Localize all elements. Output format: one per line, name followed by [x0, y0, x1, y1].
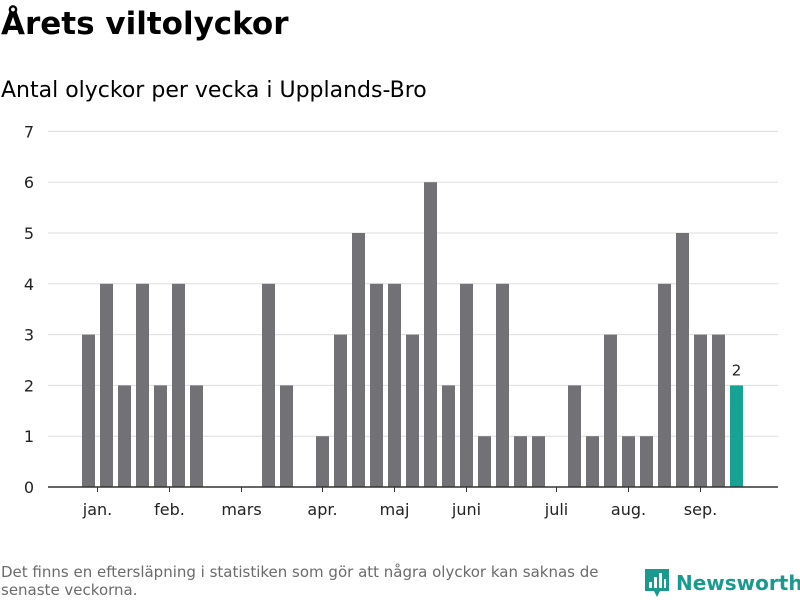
- y-tick-label: 4: [24, 275, 34, 294]
- bar: [262, 283, 275, 487]
- bar-latest: [730, 385, 743, 487]
- bar: [370, 283, 383, 487]
- y-tick-label: 0: [24, 478, 34, 497]
- bar: [640, 436, 653, 487]
- bar: [118, 385, 131, 487]
- bar: [496, 283, 509, 487]
- brand[interactable]: Newsworthy: [644, 568, 800, 598]
- bar: [172, 283, 185, 487]
- chart-title: Årets viltolyckor: [1, 6, 289, 42]
- bar: [532, 436, 545, 487]
- x-tick-label: jan.: [82, 500, 112, 519]
- bar: [82, 334, 95, 487]
- bar: [352, 233, 365, 487]
- x-tick-label: juli: [544, 500, 568, 519]
- footnote: Det finns en eftersläpning i statistiken…: [1, 563, 599, 599]
- bar: [154, 385, 167, 487]
- x-tick-label: feb.: [154, 500, 185, 519]
- y-tick-label: 7: [24, 122, 34, 141]
- x-tick-label: sep.: [684, 500, 717, 519]
- bar: [100, 283, 113, 487]
- bar: [334, 334, 347, 487]
- x-tick-label: aug.: [611, 500, 646, 519]
- bar: [406, 334, 419, 487]
- bar: [694, 334, 707, 487]
- bar: [190, 385, 203, 487]
- bar: [460, 283, 473, 487]
- y-tick-label: 3: [24, 326, 34, 345]
- bars: [82, 182, 743, 487]
- bar: [712, 334, 725, 487]
- x-tick-label: juni: [451, 500, 481, 519]
- bar: [280, 385, 293, 487]
- bar: [424, 182, 437, 487]
- y-tick-label: 2: [24, 376, 34, 395]
- chart-subtitle: Antal olyckor per vecka i Upplands-Bro: [1, 78, 427, 103]
- bar: [442, 385, 455, 487]
- y-tick-label: 5: [24, 224, 34, 243]
- x-tick-label: maj: [380, 500, 410, 519]
- bar: [514, 436, 527, 487]
- data-label: 2: [732, 361, 742, 379]
- bar: [136, 283, 149, 487]
- bar: [316, 436, 329, 487]
- y-tick-label: 1: [24, 427, 34, 446]
- x-tick-label: mars: [221, 500, 261, 519]
- bar: [568, 385, 581, 487]
- bar: [676, 233, 689, 487]
- bar: [478, 436, 491, 487]
- x-tick-label: apr.: [307, 500, 337, 519]
- bar: [604, 334, 617, 487]
- brand-name: Newsworthy: [676, 571, 800, 595]
- bar: [658, 283, 671, 487]
- bar: [388, 283, 401, 487]
- bar: [622, 436, 635, 487]
- axis-labels: 0 1 2 3 4 5 6 7 2 jan. feb. mars apr. maj juni juli aug.…: [24, 122, 778, 519]
- bar: [586, 436, 599, 487]
- newsworthy-logo-icon: [645, 569, 669, 597]
- y-tick-label: 6: [24, 173, 34, 192]
- bar-chart: 0 1 2 3 4 5 6 7 2 jan. feb. mars apr. maj juni juli aug.…: [24, 122, 778, 519]
